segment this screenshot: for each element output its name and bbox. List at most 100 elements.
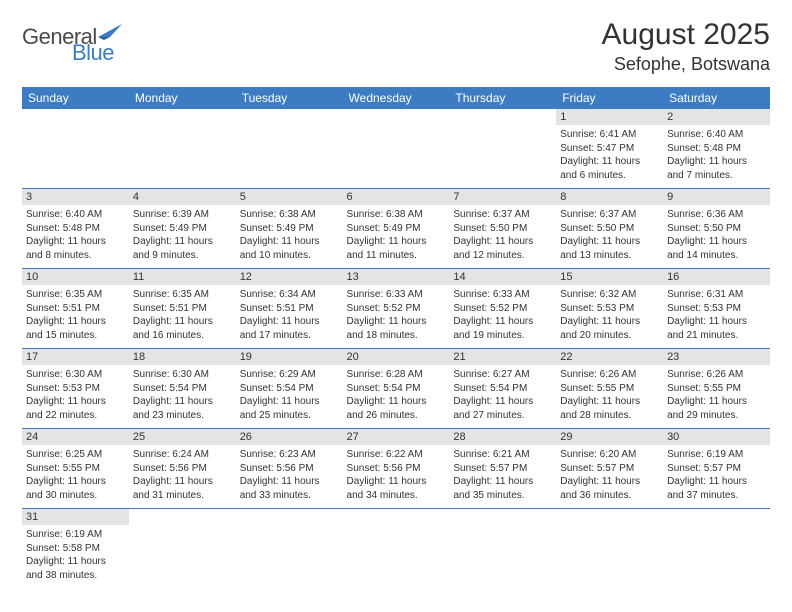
day-cell: 28Sunrise: 6:21 AMSunset: 5:57 PMDayligh… xyxy=(449,429,556,509)
day-details: Sunrise: 6:27 AMSunset: 5:54 PMDaylight:… xyxy=(449,365,556,428)
weekday-header: Wednesday xyxy=(343,87,450,109)
sunrise-text: Sunrise: 6:38 AM xyxy=(240,208,339,222)
month-title: August 2025 xyxy=(602,18,770,52)
day-number: 14 xyxy=(449,269,556,285)
day-number: 20 xyxy=(343,349,450,365)
weekday-header: Sunday xyxy=(22,87,129,109)
day-number: 1 xyxy=(556,109,663,125)
day-cell: 12Sunrise: 6:34 AMSunset: 5:51 PMDayligh… xyxy=(236,269,343,349)
day-number: 2 xyxy=(663,109,770,125)
day-number: 30 xyxy=(663,429,770,445)
sunset-text: Sunset: 5:53 PM xyxy=(26,382,125,396)
sunrise-text: Sunrise: 6:20 AM xyxy=(560,448,659,462)
day-details: Sunrise: 6:38 AMSunset: 5:49 PMDaylight:… xyxy=(343,205,450,268)
day-number: 7 xyxy=(449,189,556,205)
day-cell: 22Sunrise: 6:26 AMSunset: 5:55 PMDayligh… xyxy=(556,349,663,429)
daylight-text: Daylight: 11 hours and 9 minutes. xyxy=(133,235,232,262)
day-number: 22 xyxy=(556,349,663,365)
empty-day-cell xyxy=(556,509,663,589)
daylight-text: Daylight: 11 hours and 12 minutes. xyxy=(453,235,552,262)
daylight-text: Daylight: 11 hours and 36 minutes. xyxy=(560,475,659,502)
day-cell: 30Sunrise: 6:19 AMSunset: 5:57 PMDayligh… xyxy=(663,429,770,509)
calendar-week-row: 3Sunrise: 6:40 AMSunset: 5:48 PMDaylight… xyxy=(22,189,770,269)
day-details: Sunrise: 6:41 AMSunset: 5:47 PMDaylight:… xyxy=(556,125,663,188)
title-block: August 2025 Sefophe, Botswana xyxy=(602,18,770,75)
empty-day-cell xyxy=(129,109,236,189)
sunset-text: Sunset: 5:54 PM xyxy=(133,382,232,396)
sunrise-text: Sunrise: 6:40 AM xyxy=(667,128,766,142)
daylight-text: Daylight: 11 hours and 19 minutes. xyxy=(453,315,552,342)
day-number: 11 xyxy=(129,269,236,285)
day-number: 12 xyxy=(236,269,343,285)
daylight-text: Daylight: 11 hours and 6 minutes. xyxy=(560,155,659,182)
day-cell: 7 Sunrise: 6:37 AMSunset: 5:50 PMDaylight… xyxy=(449,189,556,269)
sunrise-text: Sunrise: 6:32 AM xyxy=(560,288,659,302)
sunset-text: Sunset: 5:53 PM xyxy=(667,302,766,316)
sunrise-text: Sunrise: 6:38 AM xyxy=(347,208,446,222)
day-number: 26 xyxy=(236,429,343,445)
day-details: Sunrise: 6:34 AMSunset: 5:51 PMDaylight:… xyxy=(236,285,343,348)
day-number: 16 xyxy=(663,269,770,285)
day-cell: 3Sunrise: 6:40 AMSunset: 5:48 PMDaylight… xyxy=(22,189,129,269)
day-cell: 9Sunrise: 6:36 AMSunset: 5:50 PMDaylight… xyxy=(663,189,770,269)
sunset-text: Sunset: 5:54 PM xyxy=(347,382,446,396)
daylight-text: Daylight: 11 hours and 10 minutes. xyxy=(240,235,339,262)
calendar-page: GeneralBlue August 2025 Sefophe, Botswan… xyxy=(0,0,792,606)
day-cell: 26Sunrise: 6:23 AMSunset: 5:56 PMDayligh… xyxy=(236,429,343,509)
day-details: Sunrise: 6:39 AMSunset: 5:49 PMDaylight:… xyxy=(129,205,236,268)
sunrise-text: Sunrise: 6:27 AM xyxy=(453,368,552,382)
sunrise-text: Sunrise: 6:41 AM xyxy=(560,128,659,142)
day-details: Sunrise: 6:40 AMSunset: 5:48 PMDaylight:… xyxy=(663,125,770,188)
calendar-week-row: 17Sunrise: 6:30 AMSunset: 5:53 PMDayligh… xyxy=(22,349,770,429)
sunset-text: Sunset: 5:50 PM xyxy=(667,222,766,236)
sunrise-text: Sunrise: 6:35 AM xyxy=(26,288,125,302)
day-number: 3 xyxy=(22,189,129,205)
header: GeneralBlue August 2025 Sefophe, Botswan… xyxy=(22,18,770,75)
day-details: Sunrise: 6:33 AMSunset: 5:52 PMDaylight:… xyxy=(343,285,450,348)
sunset-text: Sunset: 5:51 PM xyxy=(133,302,232,316)
day-cell: 31Sunrise: 6:19 AMSunset: 5:58 PMDayligh… xyxy=(22,509,129,589)
empty-day-cell xyxy=(236,109,343,189)
empty-day-cell xyxy=(663,509,770,589)
sunrise-text: Sunrise: 6:28 AM xyxy=(347,368,446,382)
daylight-text: Daylight: 11 hours and 25 minutes. xyxy=(240,395,339,422)
sunset-text: Sunset: 5:48 PM xyxy=(667,142,766,156)
day-details: Sunrise: 6:28 AMSunset: 5:54 PMDaylight:… xyxy=(343,365,450,428)
day-cell: 27Sunrise: 6:22 AMSunset: 5:56 PMDayligh… xyxy=(343,429,450,509)
day-cell: 23Sunrise: 6:26 AMSunset: 5:55 PMDayligh… xyxy=(663,349,770,429)
sunset-text: Sunset: 5:49 PM xyxy=(133,222,232,236)
daylight-text: Daylight: 11 hours and 18 minutes. xyxy=(347,315,446,342)
sunset-text: Sunset: 5:48 PM xyxy=(26,222,125,236)
day-details: Sunrise: 6:20 AMSunset: 5:57 PMDaylight:… xyxy=(556,445,663,508)
empty-day-cell xyxy=(343,509,450,589)
sunset-text: Sunset: 5:58 PM xyxy=(26,542,125,556)
sunset-text: Sunset: 5:56 PM xyxy=(240,462,339,476)
day-details: Sunrise: 6:40 AMSunset: 5:48 PMDaylight:… xyxy=(22,205,129,268)
day-details: Sunrise: 6:19 AMSunset: 5:58 PMDaylight:… xyxy=(22,525,129,588)
day-cell: 2Sunrise: 6:40 AMSunset: 5:48 PMDaylight… xyxy=(663,109,770,189)
day-cell: 16Sunrise: 6:31 AMSunset: 5:53 PMDayligh… xyxy=(663,269,770,349)
daylight-text: Daylight: 11 hours and 22 minutes. xyxy=(26,395,125,422)
day-number: 23 xyxy=(663,349,770,365)
day-number: 31 xyxy=(22,509,129,525)
sunset-text: Sunset: 5:55 PM xyxy=(667,382,766,396)
day-cell: 19Sunrise: 6:29 AMSunset: 5:54 PMDayligh… xyxy=(236,349,343,429)
sunset-text: Sunset: 5:49 PM xyxy=(240,222,339,236)
sunrise-text: Sunrise: 6:37 AM xyxy=(453,208,552,222)
day-number: 9 xyxy=(663,189,770,205)
sunset-text: Sunset: 5:55 PM xyxy=(26,462,125,476)
day-cell: 8Sunrise: 6:37 AMSunset: 5:50 PMDaylight… xyxy=(556,189,663,269)
daylight-text: Daylight: 11 hours and 31 minutes. xyxy=(133,475,232,502)
sunset-text: Sunset: 5:50 PM xyxy=(453,222,552,236)
sunset-text: Sunset: 5:54 PM xyxy=(240,382,339,396)
day-cell: 18Sunrise: 6:30 AMSunset: 5:54 PMDayligh… xyxy=(129,349,236,429)
sunset-text: Sunset: 5:51 PM xyxy=(26,302,125,316)
sunrise-text: Sunrise: 6:19 AM xyxy=(26,528,125,542)
day-number: 15 xyxy=(556,269,663,285)
day-number: 8 xyxy=(556,189,663,205)
day-number: 10 xyxy=(22,269,129,285)
daylight-text: Daylight: 11 hours and 27 minutes. xyxy=(453,395,552,422)
calendar-week-row: 31Sunrise: 6:19 AMSunset: 5:58 PMDayligh… xyxy=(22,509,770,589)
day-details: Sunrise: 6:35 AMSunset: 5:51 PMDaylight:… xyxy=(22,285,129,348)
day-number: 19 xyxy=(236,349,343,365)
